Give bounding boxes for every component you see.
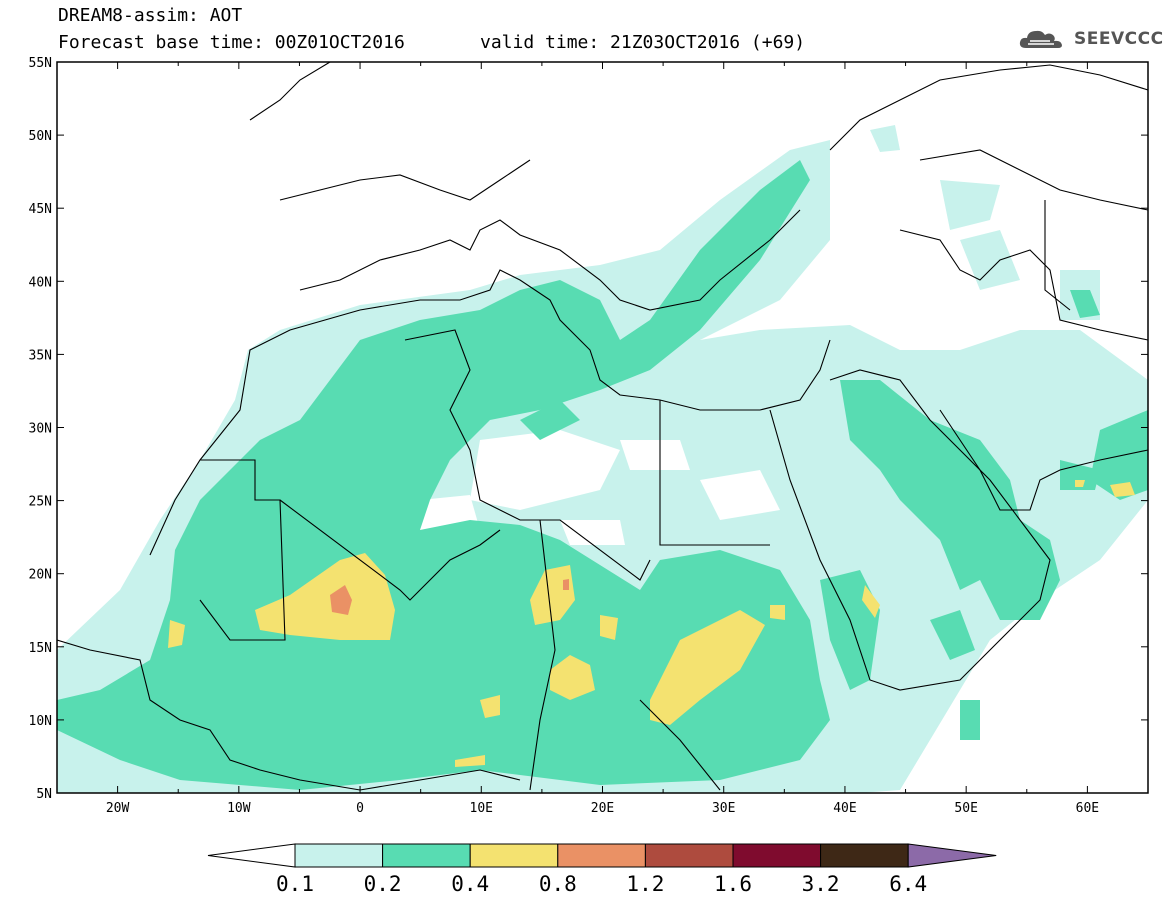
colorbar: 0.1 0.2 0.4 0.8 1.2 1.6 3.2 6.4 <box>207 843 997 896</box>
lon-tick-label: 10W <box>227 801 251 816</box>
lat-tick-label: 5N <box>36 787 52 802</box>
colorbar-arrow-right <box>907 843 997 868</box>
colorbar-label: 0.2 <box>364 872 402 896</box>
lon-tick-label: 20E <box>591 801 614 816</box>
valid-time: valid time: 21Z03OCT2016 (+69) <box>480 32 806 53</box>
colorbar-label: 6.4 <box>889 872 927 896</box>
map-title: DREAM8-assim: AOT <box>58 5 243 26</box>
colorbar-label: 1.6 <box>714 872 752 896</box>
axis-ticks: 20W 10W 0 10E 20E 30E 40E 50E 60E 55N 50N 45N 40N 35N… <box>29 56 1149 816</box>
colorbar-label: 0.1 <box>276 872 314 896</box>
lon-tick-label: 30E <box>712 801 735 816</box>
colorbar-segment <box>820 843 909 868</box>
colorbar-segment <box>644 843 734 868</box>
lon-tick-label: 60E <box>1076 801 1099 816</box>
lat-tick-label: 20N <box>29 568 52 583</box>
colorbar-label: 0.4 <box>451 872 489 896</box>
lat-tick-label: 45N <box>29 202 52 217</box>
colorbar-arrow-left <box>207 843 296 868</box>
colorbar-segment <box>382 843 471 868</box>
lon-tick-label: 10E <box>470 801 493 816</box>
colorbar-label: 3.2 <box>802 872 840 896</box>
colorbar-label: 0.8 <box>539 872 577 896</box>
colorbar-segment <box>732 843 822 868</box>
seevccc-logo: SEEVCCC <box>1018 26 1164 52</box>
lat-tick-label: 15N <box>29 641 52 656</box>
lat-tick-label: 10N <box>29 714 52 729</box>
lon-tick-label: 50E <box>954 801 977 816</box>
logo-text: SEEVCCC <box>1074 29 1164 49</box>
lon-tick-label: 20W <box>106 801 130 816</box>
colorbar-label: 1.2 <box>626 872 664 896</box>
forecast-base-time: Forecast base time: 00Z01OCT2016 <box>58 32 405 53</box>
lon-tick-label: 0 <box>356 801 364 816</box>
aot-contours <box>57 62 1148 793</box>
lat-tick-label: 25N <box>29 495 52 510</box>
lat-tick-label: 50N <box>29 129 52 144</box>
lon-tick-label: 40E <box>833 801 856 816</box>
colorbar-segment <box>557 843 646 868</box>
colorbar-segment <box>294 843 384 868</box>
lat-tick-label: 30N <box>29 422 52 437</box>
lat-tick-label: 40N <box>29 275 52 290</box>
colorbar-segment <box>469 843 559 868</box>
cloud-icon <box>1019 30 1062 48</box>
lat-tick-label: 55N <box>29 56 52 71</box>
lat-tick-label: 35N <box>29 348 52 363</box>
coastlines <box>57 62 1148 791</box>
